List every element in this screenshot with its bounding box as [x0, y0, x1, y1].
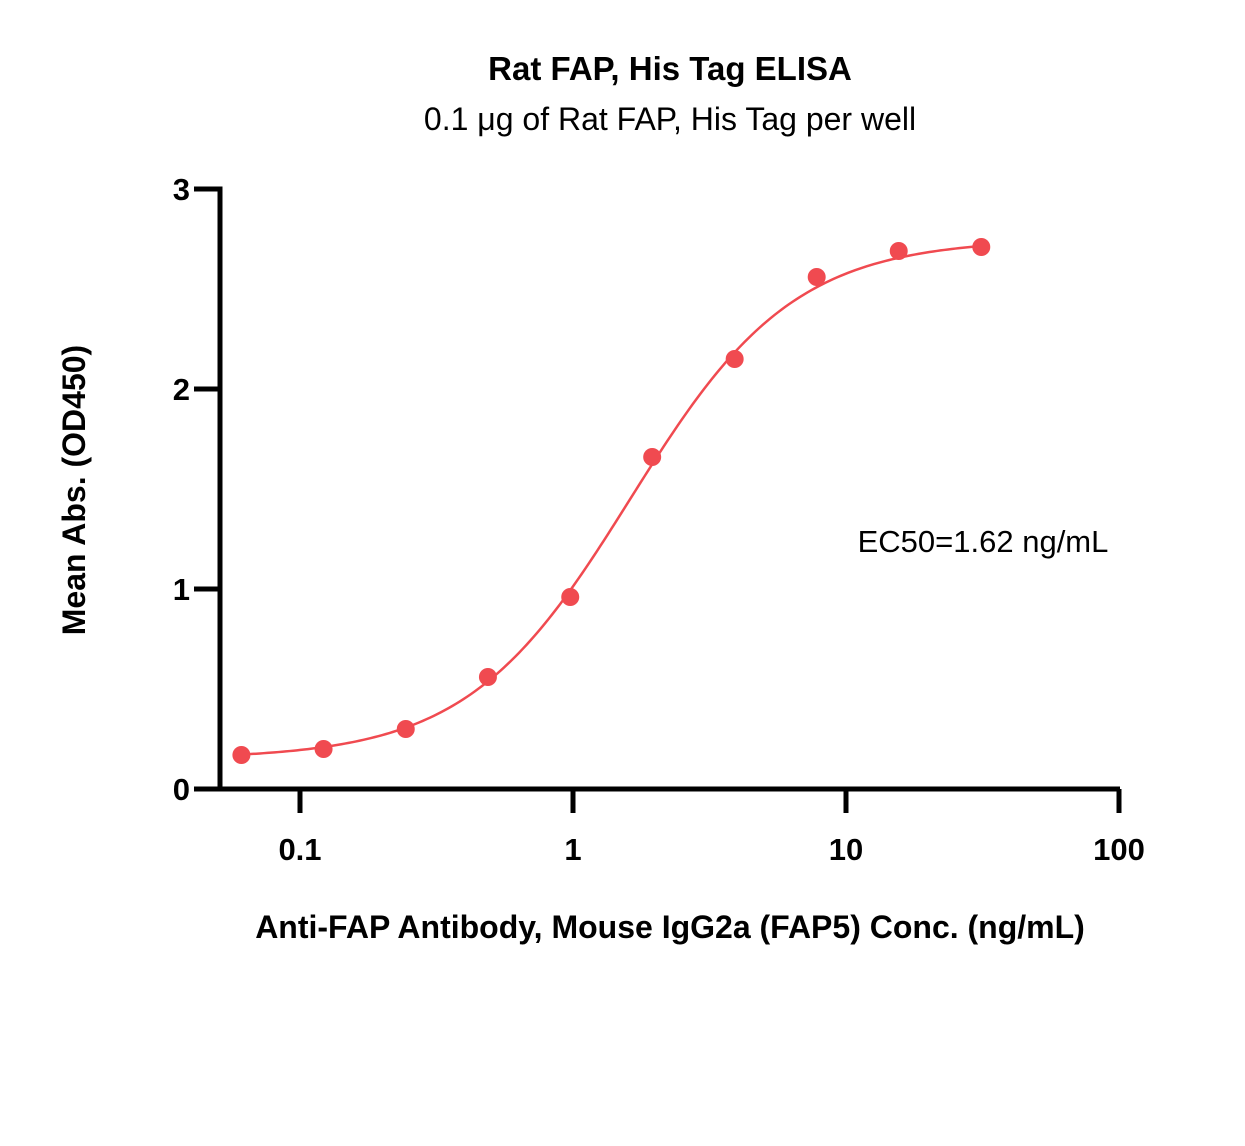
data-point — [396, 720, 415, 738]
x-tick-label: 0.1 — [278, 832, 321, 867]
x-axis-label: Anti-FAP Antibody, Mouse IgG2a (FAP5) Co… — [255, 909, 1085, 945]
x-tick-label: 100 — [1093, 832, 1145, 867]
fit-curve — [241, 244, 982, 756]
y-axis-label: Mean Abs. (OD450) — [56, 345, 92, 635]
data-point — [232, 746, 251, 764]
data-point — [478, 668, 497, 686]
chart-subtitle: 0.1 μg of Rat FAP, His Tag per well — [424, 101, 916, 137]
data-point — [314, 740, 333, 758]
data-point — [725, 350, 744, 368]
data-points-layer — [232, 238, 991, 764]
axes: 0 1 2 3 0.1 1 10 100 — [173, 172, 1145, 867]
data-point — [561, 588, 580, 606]
data-point — [807, 268, 826, 286]
fit-curve-layer — [241, 244, 982, 756]
data-point — [889, 242, 908, 260]
data-point — [972, 238, 991, 256]
y-tick-label: 3 — [173, 172, 190, 207]
y-tick-label: 0 — [173, 772, 190, 807]
y-tick-label: 2 — [173, 372, 190, 407]
data-point — [643, 448, 662, 466]
y-tick-label: 1 — [173, 572, 190, 607]
ec50-annotation: EC50=1.62 ng/mL — [858, 524, 1109, 559]
x-tick-label: 1 — [564, 832, 581, 867]
x-tick-label: 10 — [829, 832, 863, 867]
chart-title: Rat FAP, His Tag ELISA — [488, 50, 852, 87]
